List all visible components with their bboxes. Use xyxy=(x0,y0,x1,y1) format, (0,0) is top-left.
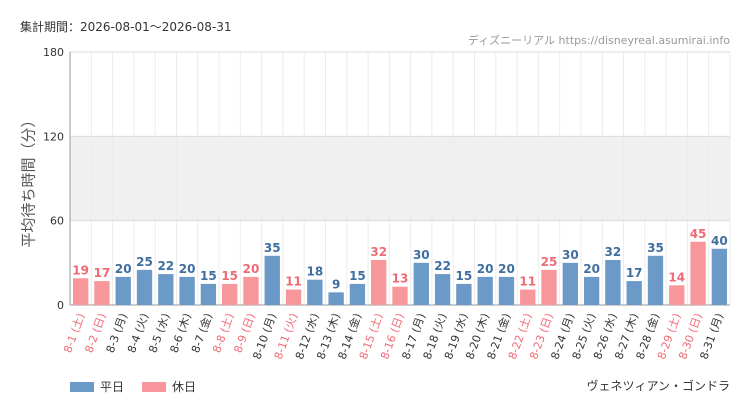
bar xyxy=(115,276,131,305)
bar-value-label: 32 xyxy=(605,245,622,259)
bar xyxy=(498,276,515,305)
bar xyxy=(690,241,706,305)
bar xyxy=(711,248,728,305)
bar xyxy=(541,269,557,305)
period-label: 集計期間：2026-08-01～2026-08-31 xyxy=(20,20,232,34)
bar xyxy=(626,281,642,305)
bar xyxy=(349,283,366,305)
bar-value-label: 20 xyxy=(179,262,196,276)
bar xyxy=(562,262,578,305)
bar-value-label: 15 xyxy=(456,269,473,283)
bar-value-label: 35 xyxy=(647,241,664,255)
bar xyxy=(477,276,493,305)
bar xyxy=(605,260,621,305)
bar xyxy=(371,260,387,305)
bar xyxy=(136,269,153,305)
bar-value-label: 22 xyxy=(157,259,174,273)
bar-value-label: 14 xyxy=(668,270,685,284)
bar-value-label: 30 xyxy=(413,248,430,262)
y-band xyxy=(70,136,730,221)
bar-value-label: 20 xyxy=(477,262,494,276)
bar-value-label: 45 xyxy=(690,227,707,241)
bar-value-label: 18 xyxy=(306,265,323,279)
bar xyxy=(222,283,238,305)
bar xyxy=(307,279,323,305)
bar xyxy=(200,283,217,305)
bar xyxy=(520,289,536,305)
legend: 平日 休日 xyxy=(70,378,196,395)
bar xyxy=(243,276,259,305)
bar-value-label: 17 xyxy=(94,266,111,280)
bar xyxy=(413,262,429,305)
bar xyxy=(179,276,195,305)
bar-value-label: 9 xyxy=(332,277,340,291)
bar-value-label: 15 xyxy=(200,269,217,283)
legend-swatch-holiday xyxy=(142,381,167,392)
bar-value-label: 13 xyxy=(392,272,409,286)
bar-value-label: 25 xyxy=(541,255,558,269)
bar-value-label: 20 xyxy=(498,262,515,276)
legend-item-holiday: 休日 xyxy=(142,378,196,395)
bar xyxy=(456,283,472,305)
bar-value-label: 35 xyxy=(264,241,281,255)
bar-value-label: 22 xyxy=(434,259,451,273)
bar-value-label: 11 xyxy=(285,275,302,289)
bar-value-label: 11 xyxy=(519,275,536,289)
bar xyxy=(669,285,685,305)
bar-value-label: 40 xyxy=(711,234,728,248)
bar-value-label: 17 xyxy=(626,266,643,280)
legend-label-holiday: 休日 xyxy=(172,380,197,394)
bar-value-label: 15 xyxy=(349,269,366,283)
legend-item-weekday: 平日 xyxy=(70,378,124,395)
bar-value-label: 19 xyxy=(72,263,89,277)
bar xyxy=(392,286,408,305)
bar xyxy=(94,281,110,305)
bar-value-label: 20 xyxy=(243,262,260,276)
legend-swatch-weekday xyxy=(70,381,94,392)
bar xyxy=(434,274,451,305)
bar xyxy=(72,278,89,305)
bar xyxy=(647,255,664,305)
legend-label-weekday: 平日 xyxy=(100,380,125,394)
bar xyxy=(158,274,174,305)
y-tick-label: 0 xyxy=(57,299,64,312)
bar xyxy=(583,276,600,305)
bar-value-label: 15 xyxy=(221,269,238,283)
bar-value-label: 30 xyxy=(562,248,579,262)
bar-value-label: 32 xyxy=(370,245,387,259)
attraction-name: ヴェネツィアン・ゴンドラ xyxy=(586,379,730,393)
bar xyxy=(328,292,344,305)
y-tick-label: 180 xyxy=(43,46,64,59)
bar-value-label: 20 xyxy=(583,262,600,276)
bar xyxy=(264,255,280,305)
bar-value-label: 20 xyxy=(115,262,132,276)
bar-value-label: 25 xyxy=(136,255,153,269)
y-tick-label: 60 xyxy=(50,215,64,228)
y-tick-label: 120 xyxy=(43,130,64,143)
bar xyxy=(285,289,302,305)
source-label: ディズニーリアル https://disneyreal.asumirai.inf… xyxy=(467,34,730,47)
